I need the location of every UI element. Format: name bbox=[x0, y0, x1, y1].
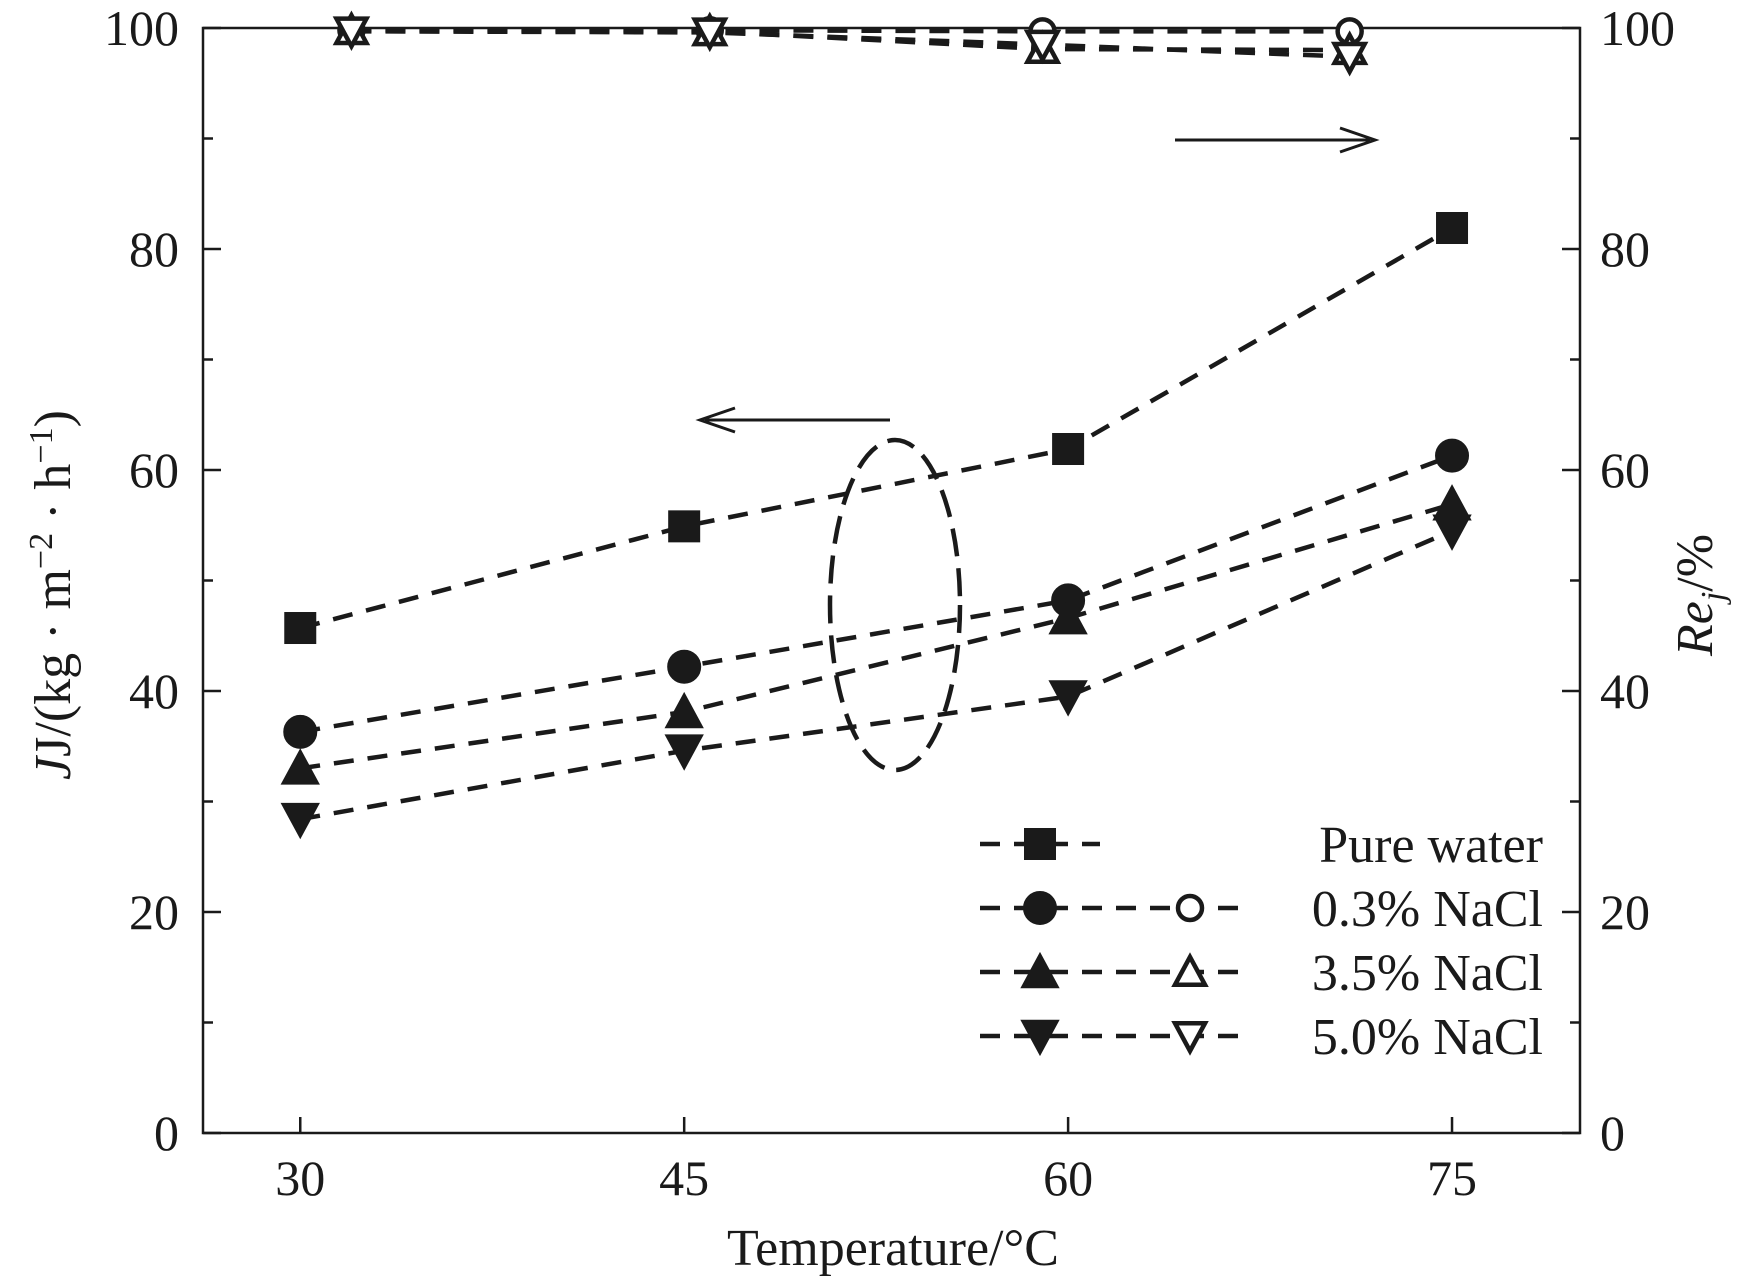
y-left-tick-label: 0 bbox=[154, 1105, 179, 1161]
y-right-title-post: /% bbox=[1667, 534, 1724, 592]
y-left-tick-label: 40 bbox=[129, 663, 179, 719]
y-left-title-sup1: −2 bbox=[23, 533, 60, 569]
flux-point-0-3-nacl bbox=[1435, 438, 1470, 473]
flux-point-5-0-nacl bbox=[280, 802, 320, 840]
arrow-right-axis-head bbox=[1339, 126, 1380, 154]
flux-point-3-5-nacl bbox=[280, 748, 320, 785]
x-tick-label: 75 bbox=[1427, 1150, 1477, 1206]
rejection-point-5-0-nacl bbox=[691, 17, 729, 53]
y-left-title-sup2: −1 bbox=[23, 427, 60, 463]
x-tick-label: 45 bbox=[659, 1150, 709, 1206]
flux-line-0-3-nacl bbox=[299, 453, 1453, 735]
flux-point-pure-water bbox=[1052, 433, 1085, 466]
flux-point-5-0-nacl bbox=[1432, 514, 1472, 551]
ticks-layer: 30 45 60 75 0 20 40 60 80 100 0 20 40 60 80 100 bbox=[104, 0, 1675, 1206]
annotations bbox=[695, 126, 1380, 773]
y-axis-left-title: JJ/(kg · m−2 · h−1) bbox=[23, 410, 82, 780]
series-lines bbox=[299, 27, 1454, 822]
flux-point-5-0-nacl bbox=[1048, 680, 1088, 717]
y-right-title-sub: j bbox=[1695, 592, 1732, 605]
flux-point-pure-water bbox=[284, 612, 317, 645]
legend-label-0-3-nacl: 0.3% NaCl bbox=[1312, 881, 1543, 938]
legend-marker-filled-0-3-nacl bbox=[1023, 891, 1057, 925]
y-right-tick-label: 40 bbox=[1600, 663, 1650, 719]
y-left-title-mid: · h bbox=[25, 464, 82, 533]
legend-label-5-0-nacl: 5.0% NaCl bbox=[1312, 1009, 1543, 1066]
flux-point-pure-water bbox=[668, 510, 701, 543]
legend-marker-filled-pure-water bbox=[1024, 828, 1056, 860]
x-tick-label: 30 bbox=[275, 1150, 325, 1206]
flux-point-0-3-nacl bbox=[667, 649, 702, 684]
flux-point-3-5-nacl bbox=[664, 691, 704, 729]
legend-marker-open-0-3-nacl bbox=[1175, 893, 1205, 923]
legend-marker-open-5-0-nacl bbox=[1171, 1021, 1209, 1056]
flux-group-ellipse bbox=[827, 437, 963, 773]
flux-point-3-5-nacl bbox=[1048, 597, 1088, 635]
y-left-tick-label: 80 bbox=[129, 221, 179, 277]
flux-point-5-0-nacl bbox=[664, 734, 704, 771]
y-left-tick-label: 20 bbox=[129, 884, 179, 940]
x-axis-title: Temperature/°C bbox=[727, 1220, 1059, 1277]
flux-point-0-3-nacl bbox=[283, 714, 318, 749]
legend-marker-open-3-5-nacl bbox=[1171, 952, 1209, 987]
flux-line-3-5-nacl bbox=[299, 502, 1453, 771]
legend-marker-filled-3-5-nacl bbox=[1020, 951, 1060, 989]
rejection-point-5-0-nacl bbox=[1330, 41, 1369, 77]
x-tick-label: 60 bbox=[1043, 1150, 1093, 1206]
y-axis-right-title: Rej/% bbox=[1667, 534, 1732, 657]
y-left-title-post: ) bbox=[25, 410, 82, 427]
y-left-title-pre: J/(kg · m bbox=[25, 569, 82, 757]
y-right-tick-label: 20 bbox=[1600, 884, 1650, 940]
legend-marker-filled-5-0-nacl bbox=[1020, 1019, 1060, 1057]
y-right-tick-label: 0 bbox=[1600, 1105, 1625, 1161]
y-right-tick-label: 60 bbox=[1600, 442, 1650, 498]
rejection-point-5-0-nacl bbox=[332, 16, 371, 52]
arrow-left-axis-head bbox=[695, 406, 736, 434]
y-left-tick-label: 60 bbox=[129, 442, 179, 498]
series-markers bbox=[280, 10, 1472, 840]
legend-label-pure-water: Pure water bbox=[1319, 817, 1543, 874]
flux-point-pure-water bbox=[1436, 212, 1469, 245]
flux-line-5-0-nacl bbox=[299, 528, 1453, 822]
rejection-line-5-0-nacl bbox=[351, 29, 1350, 59]
legend-label-3-5-nacl: 3.5% NaCl bbox=[1312, 945, 1543, 1002]
y-right-tick-label: 80 bbox=[1600, 221, 1650, 277]
legend: Pure water 0.3% NaCl 3.5% NaCl 5.0% NaCl bbox=[980, 817, 1543, 1066]
y-right-title-main: Re bbox=[1667, 601, 1724, 657]
rejection-point-5-0-nacl bbox=[1023, 29, 1062, 65]
flux-line-pure-water bbox=[299, 226, 1454, 631]
y-left-tick-label: 100 bbox=[104, 0, 179, 56]
y-right-tick-label: 100 bbox=[1600, 0, 1675, 56]
